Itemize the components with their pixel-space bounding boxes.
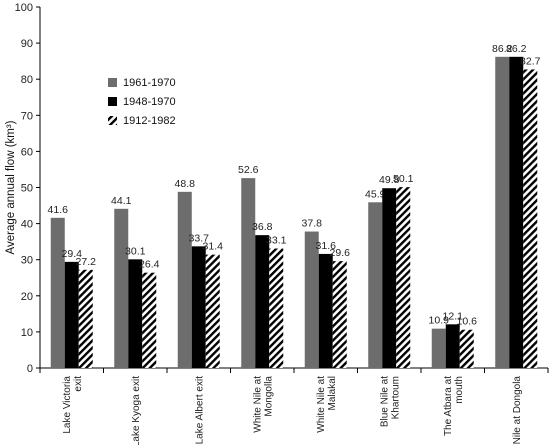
- data-label: 49.8: [379, 174, 400, 186]
- data-label: 36.8: [252, 221, 273, 233]
- category-label: Blue Nile atKhartoum: [379, 376, 401, 427]
- legend-label: 1948-1970: [123, 96, 176, 108]
- category-label-line: White Nile at: [316, 376, 327, 433]
- data-label: 86.2: [506, 43, 527, 55]
- bar: [304, 231, 319, 368]
- data-label: 86.2: [492, 43, 513, 55]
- data-label: 12.1: [443, 310, 464, 322]
- category-label: White Nile atMalakal: [316, 376, 338, 433]
- bar: [64, 261, 79, 368]
- data-label: 29.6: [330, 247, 351, 259]
- data-label: 30.1: [125, 245, 146, 257]
- bar: [177, 191, 192, 368]
- bar: [114, 208, 129, 368]
- category-label-line: Lake Victoria: [62, 376, 73, 434]
- y-tick-label: 10: [21, 327, 33, 339]
- category-label: Lake Victoriaexit: [62, 376, 84, 434]
- plot-area: 0 10 20 30 40 50 60 70 80 90 100 Average annual flo…: [5, 2, 549, 445]
- category-label: White Nile atMongolla: [252, 376, 274, 433]
- bar: [269, 248, 284, 368]
- category-label: Lake Albert exit: [194, 376, 205, 445]
- bar: [445, 324, 460, 368]
- bar: [50, 217, 65, 368]
- category-label-line: Mongolla: [263, 376, 274, 417]
- data-label: 31.4: [203, 241, 224, 253]
- bar: [396, 187, 411, 368]
- bar: [509, 56, 524, 369]
- data-label: 45.9: [365, 188, 386, 200]
- bar: [318, 253, 333, 368]
- category-label: Nile at Dongola: [512, 376, 523, 445]
- bar: [191, 246, 206, 368]
- legend-label: 1961-1970: [123, 77, 176, 89]
- bar: [332, 261, 347, 368]
- y-tick-label: 70: [21, 110, 33, 122]
- category-label-line: Nile at Dongola: [512, 376, 523, 445]
- data-label: 52.6: [238, 164, 259, 176]
- y-tick-label: 100: [15, 2, 33, 14]
- category-label-line: mouth: [454, 376, 465, 404]
- bar: [459, 329, 474, 368]
- data-label: 33.7: [189, 232, 210, 244]
- data-label: 10.9: [429, 315, 450, 327]
- y-tick-label: 0: [27, 363, 33, 375]
- category-label: The Atbara atmouth: [443, 376, 465, 436]
- bar: [142, 272, 157, 368]
- category-label-line: exit: [73, 376, 84, 392]
- category-label-line: White Nile at: [252, 376, 263, 433]
- bar: [382, 188, 397, 368]
- category-label-line: The Atbara at: [443, 376, 454, 436]
- data-label: 31.6: [316, 240, 337, 252]
- y-tick-label: 60: [21, 146, 33, 158]
- y-tick-label: 20: [21, 291, 33, 303]
- data-label: 27.2: [76, 256, 97, 268]
- bar: [128, 259, 143, 368]
- bar: [205, 254, 220, 368]
- y-axis-title: Average annual flow (km³): [5, 120, 17, 254]
- bar: [255, 235, 270, 368]
- legend-swatch: [108, 78, 117, 87]
- bar: [431, 328, 446, 368]
- data-label: 44.1: [111, 195, 132, 207]
- category-label: Lake Kyoga exit: [131, 376, 142, 445]
- data-label: 26.4: [139, 259, 160, 271]
- y-tick-label: 40: [21, 219, 33, 231]
- category-label-line: Khartoum: [390, 376, 401, 419]
- data-label: 82.7: [520, 55, 541, 67]
- category-label-line: Lake Kyoga exit: [131, 376, 142, 445]
- bar: [78, 269, 93, 368]
- data-label: 41.6: [48, 204, 69, 216]
- legend-label: 1912-1982: [123, 115, 176, 127]
- data-label: 33.1: [266, 235, 287, 247]
- y-tick-label: 90: [21, 38, 33, 50]
- y-tick-label: 50: [21, 183, 33, 195]
- category-label-line: Malakal: [327, 376, 338, 410]
- legend-swatch: [108, 97, 117, 106]
- category-label-line: Lake Albert exit: [194, 376, 205, 445]
- category-label-line: Blue Nile at: [379, 376, 390, 427]
- legend-swatch: [108, 116, 117, 125]
- data-label: 50.1: [393, 173, 414, 185]
- bar: [368, 202, 383, 368]
- bar: [523, 69, 538, 368]
- data-label: 37.8: [302, 218, 323, 230]
- y-tick-label: 30: [21, 255, 33, 267]
- y-tick-label: 80: [21, 74, 33, 86]
- data-label: 29.4: [62, 248, 83, 260]
- data-label: 10.6: [457, 316, 478, 328]
- bar: [495, 56, 510, 369]
- data-label: 48.8: [175, 178, 196, 190]
- bar: [241, 178, 256, 368]
